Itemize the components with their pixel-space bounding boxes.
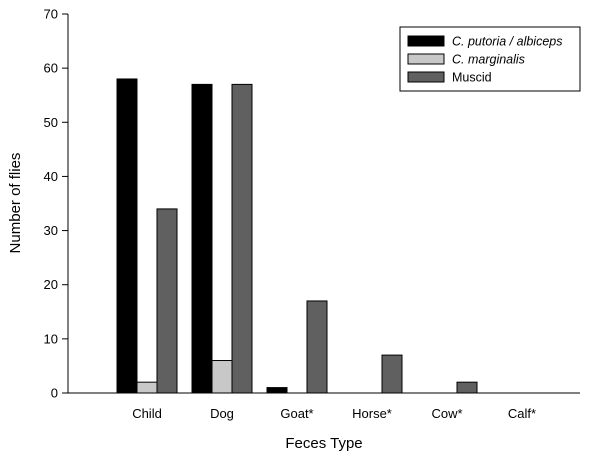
y-tick-label: 20: [44, 277, 58, 292]
y-tick-label: 50: [44, 115, 58, 130]
legend: C. putoria / albiceps C. marginalis Muscid: [399, 26, 581, 92]
x-tick-label: Dog: [210, 406, 234, 421]
legend-label: C. putoria / albiceps: [452, 35, 562, 49]
bar-goat-series-1: [266, 387, 288, 394]
y-tick-label: 70: [44, 7, 58, 22]
x-tick-label: Calf*: [508, 406, 536, 421]
x-axis-title: Feces Type: [285, 435, 362, 452]
bar-child-series-1: [116, 78, 138, 394]
bar-dog-series-3: [231, 83, 253, 394]
x-ticks: Child Dog Goat* Horse* Cow* Calf*: [132, 406, 536, 421]
bar-goat-series-3: [306, 300, 328, 394]
bar-child-series-2: [136, 381, 158, 394]
axes: [67, 14, 580, 394]
bar-cow-series-3: [456, 381, 478, 394]
bar-horse-series-3: [381, 354, 403, 394]
y-tick-label: 10: [44, 331, 58, 346]
x-tick-label: Child: [132, 406, 162, 421]
y-tick-label: 30: [44, 223, 58, 238]
legend-swatch: [407, 53, 445, 65]
bar-dog-series-1: [191, 83, 213, 394]
y-tick-label: 40: [44, 169, 58, 184]
y-ticks: 0 10 20 30 40 50 60 70: [44, 7, 68, 401]
x-tick-label: Horse*: [352, 406, 392, 421]
legend-swatch: [407, 71, 445, 83]
plot-bars: [116, 78, 478, 394]
legend-swatch: [407, 35, 445, 47]
bar-child-series-3: [156, 208, 178, 394]
y-axis-title: Number of flies: [7, 153, 24, 254]
x-tick-label: Cow*: [431, 406, 462, 421]
legend-label: Muscid: [452, 71, 492, 85]
y-tick-label: 0: [51, 386, 58, 401]
y-tick-label: 60: [44, 61, 58, 76]
legend-label: C. marginalis: [452, 53, 525, 67]
x-tick-label: Goat*: [280, 406, 313, 421]
bar-dog-series-2: [211, 360, 233, 394]
